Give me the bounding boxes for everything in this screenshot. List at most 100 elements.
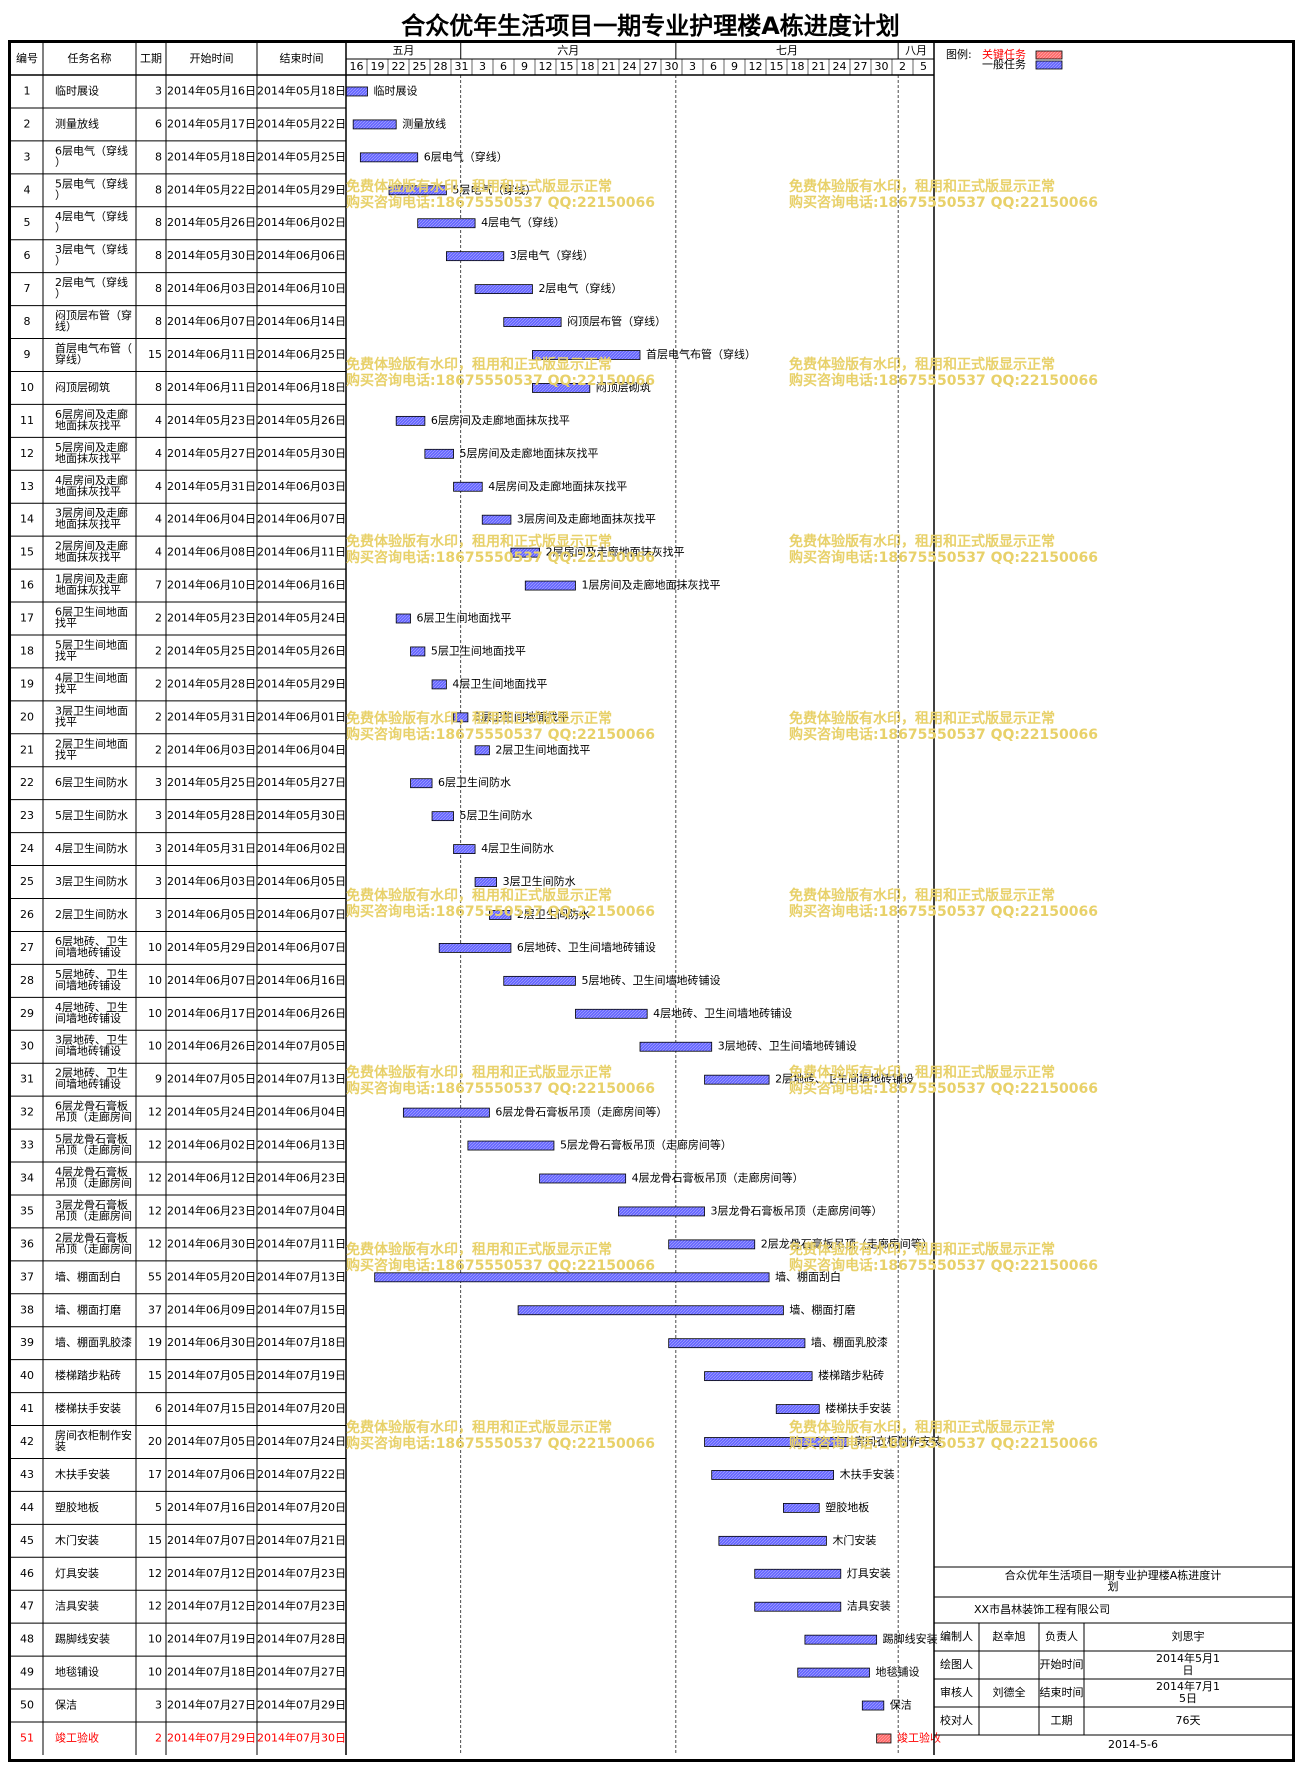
task-duration: 3 [155, 84, 162, 97]
task-name: 地面抹灰找平 [55, 550, 121, 564]
watermark-text: 购买咨询电话:18675550537 QQ:22150066 [346, 1257, 655, 1274]
legend-critical-swatch [1035, 50, 1063, 60]
task-id: 29 [20, 1007, 34, 1020]
gantt-bar [417, 218, 476, 229]
task-duration: 5 [155, 1501, 162, 1514]
task-id: 26 [20, 908, 34, 921]
bar-label: 踢脚线安装 [883, 1632, 938, 1646]
task-name: 6层卫生间地面 [55, 605, 128, 619]
task-start: 2014年07月16日 [167, 1500, 256, 1514]
task-start: 2014年07月19日 [167, 1632, 256, 1646]
task-name: 找平 [55, 648, 77, 662]
task-duration: 9 [155, 1073, 162, 1086]
task-duration: 10 [148, 941, 162, 954]
info-cell: 5日 [1179, 1692, 1197, 1705]
task-name: 地面抹灰找平 [55, 583, 121, 597]
task-name: 6层房间及走廊 [55, 407, 128, 421]
info-cell: 2014年5月1 [1156, 1651, 1220, 1665]
task-duration: 2 [155, 1731, 162, 1744]
day-tick-label: 28 [434, 60, 448, 73]
legend-normal-label: 一般任务 [982, 58, 1026, 71]
task-id: 25 [20, 875, 34, 888]
watermark-text: 免费体验版有水印，租用和正式版显示正常 [789, 533, 1055, 550]
task-duration: 6 [155, 1402, 162, 1415]
task-start: 2014年05月20日 [167, 1269, 256, 1283]
task-start: 2014年06月26日 [167, 1039, 256, 1053]
day-tick-label: 3 [479, 60, 486, 73]
task-name: 吊顶（走廊房间 [55, 1208, 132, 1222]
task-name: 1层房间及走廊 [55, 572, 128, 586]
task-end: 2014年07月27日 [257, 1665, 346, 1679]
watermark-text: 免费体验版有水印，租用和正式版显示正常 [346, 533, 612, 550]
task-start: 2014年07月05日 [167, 1434, 256, 1448]
bar-label: 5层卫生间地面找平 [431, 643, 526, 657]
task-id: 45 [20, 1534, 34, 1547]
day-tick-label: 24 [833, 60, 847, 73]
gantt-bar [424, 448, 454, 459]
task-name: 5层龙骨石膏板 [55, 1132, 128, 1146]
watermark-text: 免费体验版有水印，租用和正式版显示正常 [789, 887, 1055, 904]
task-end: 2014年06月04日 [257, 1105, 346, 1119]
task-start: 2014年05月17日 [167, 116, 256, 130]
task-id: 49 [20, 1666, 34, 1679]
gantt-bar [474, 877, 497, 887]
legend-label: 图例: [946, 47, 972, 61]
bar-label: 木扶手安装 [840, 1467, 895, 1481]
task-name: 踢脚线安装 [55, 1632, 110, 1646]
task-name: 闷顶层砌筑 [55, 380, 110, 394]
day-tick-label: 18 [581, 60, 595, 73]
task-start: 2014年07月12日 [167, 1599, 256, 1613]
watermark-text: 免费体验版有水印，租用和正式版显示正常 [789, 1241, 1055, 1258]
task-id: 41 [20, 1402, 34, 1415]
task-start: 2014年06月07日 [167, 314, 256, 328]
task-name: 2层龙骨石膏板 [55, 1230, 128, 1244]
bar-label: 3层房间及走廊地面抹灰找平 [517, 512, 656, 526]
bar-label: 4层电气（穿线） [481, 215, 565, 229]
gantt-bar [510, 547, 541, 558]
task-duration: 2 [155, 644, 162, 657]
task-name: 2层卫生间防水 [55, 907, 128, 921]
bar-label: 2层龙骨石膏板吊顶（走廊房间等） [761, 1236, 933, 1250]
bar-label: 洁具安装 [847, 1599, 891, 1613]
task-duration: 4 [155, 447, 162, 460]
day-tick-label: 21 [812, 60, 826, 73]
task-name: 竣工验收 [55, 1730, 99, 1744]
task-start: 2014年05月26日 [167, 215, 256, 229]
task-start: 2014年05月29日 [167, 940, 256, 954]
bar-label: 临时展设 [374, 83, 418, 97]
task-start: 2014年06月30日 [167, 1335, 256, 1349]
task-name: 穿线） [55, 352, 88, 366]
task-end: 2014年06月05日 [257, 874, 346, 888]
task-end: 2014年06月16日 [257, 973, 346, 987]
task-duration: 12 [148, 1204, 162, 1217]
task-name: 测量放线 [55, 116, 99, 130]
day-tick-label: 25 [413, 60, 427, 73]
task-duration: 4 [155, 414, 162, 427]
gantt-bar [410, 778, 433, 789]
task-name: 3层地砖、卫生 [55, 1033, 128, 1047]
task-name: 洁具安装 [55, 1599, 99, 1613]
day-tick-label: 12 [539, 60, 553, 73]
task-start: 2014年05月24日 [167, 1105, 256, 1119]
task-name: 木扶手安装 [55, 1467, 110, 1481]
month-label: 八月 [905, 44, 927, 57]
task-end: 2014年07月29日 [257, 1698, 346, 1712]
watermark-text: 购买咨询电话:18675550537 QQ:22150066 [346, 726, 655, 743]
task-end: 2014年05月30日 [257, 446, 346, 460]
watermark-text: 免费体验版有水印，租用和正式版显示正常 [789, 356, 1055, 373]
bar-label: 2层房间及走廊地面抹灰找平 [546, 545, 685, 559]
task-end: 2014年07月23日 [257, 1599, 346, 1613]
task-name: 4层卫生间地面 [55, 670, 128, 684]
day-tick-label: 9 [521, 60, 528, 73]
task-name: 闷顶层布管（穿 [55, 308, 132, 322]
gantt-bar [395, 613, 411, 624]
task-id: 38 [20, 1303, 34, 1316]
watermark-text: 购买咨询电话:18675550537 QQ:22150066 [789, 549, 1098, 566]
day-tick-label: 2 [899, 60, 906, 73]
task-name: 保洁 [55, 1698, 77, 1712]
task-duration: 10 [148, 1633, 162, 1646]
task-start: 2014年05月23日 [167, 611, 256, 625]
task-start: 2014年06月03日 [167, 742, 256, 756]
gantt-bar [718, 1535, 827, 1546]
task-end: 2014年06月11日 [257, 545, 346, 559]
